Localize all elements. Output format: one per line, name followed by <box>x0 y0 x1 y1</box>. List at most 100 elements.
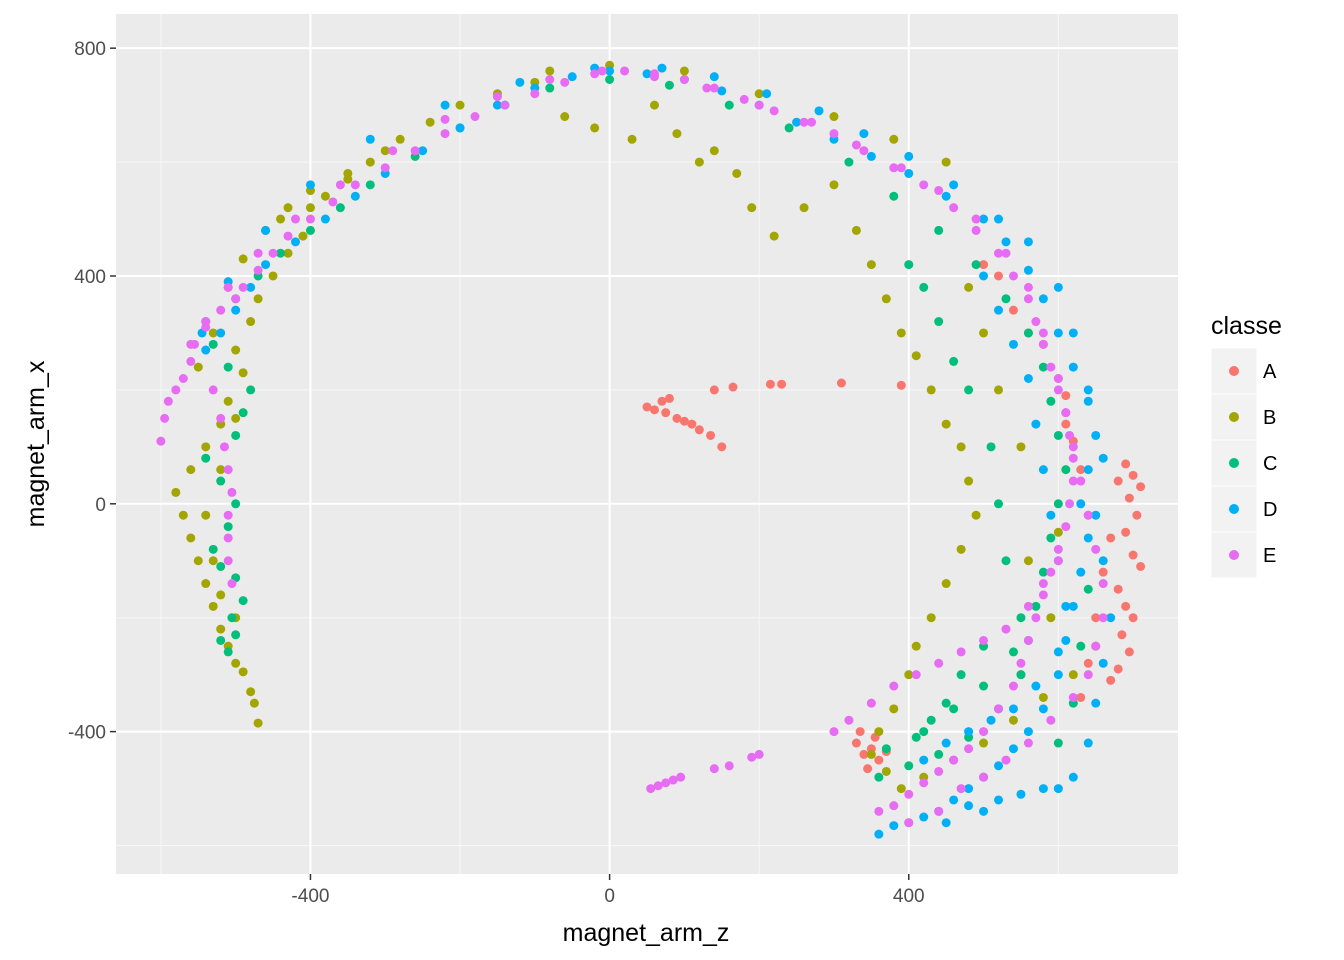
data-point-D <box>1053 784 1063 794</box>
data-point-A <box>1076 465 1086 475</box>
data-point-E <box>328 197 338 207</box>
data-point-B <box>201 510 211 520</box>
data-point-D <box>874 829 884 839</box>
data-point-D <box>1038 704 1048 714</box>
data-point-E <box>216 305 226 315</box>
data-point-E <box>747 752 757 762</box>
data-point-D <box>1053 328 1063 338</box>
data-point-D <box>1083 385 1093 395</box>
data-point-D <box>305 180 315 190</box>
data-point-E <box>492 92 502 102</box>
data-point-D <box>1038 465 1048 475</box>
data-point-A <box>709 385 719 395</box>
data-point-E <box>919 778 929 788</box>
data-point-D <box>889 821 899 831</box>
data-point-E <box>223 556 233 566</box>
data-point-D <box>979 806 989 816</box>
legend-label-D: D <box>1263 499 1277 521</box>
data-point-E <box>889 163 899 173</box>
data-point-D <box>1053 647 1063 657</box>
data-point-D <box>1053 670 1063 680</box>
data-point-C <box>1061 465 1071 475</box>
data-point-E <box>238 282 248 292</box>
data-point-E <box>724 761 734 771</box>
data-point-E <box>911 670 921 680</box>
data-point-C <box>545 83 555 93</box>
data-point-B <box>672 129 682 139</box>
data-point-A <box>1061 391 1071 401</box>
data-point-B <box>201 442 211 452</box>
data-point-E <box>949 203 959 213</box>
data-point-E <box>1023 282 1033 292</box>
data-point-D <box>941 191 951 201</box>
data-point-D <box>440 100 450 110</box>
x-axis-title: magnet_arm_z <box>563 919 730 947</box>
data-point-A <box>1113 476 1123 486</box>
data-point-B <box>186 465 196 475</box>
data-point-A <box>1083 658 1093 668</box>
data-point-E <box>866 698 876 708</box>
data-point-B <box>649 100 659 110</box>
data-point-B <box>238 254 248 264</box>
y-tick-label: -400 <box>68 723 106 744</box>
data-point-E <box>290 214 300 224</box>
data-point-B <box>881 766 891 776</box>
data-point-B <box>545 66 555 76</box>
data-point-C <box>941 698 951 708</box>
data-point-D <box>1001 237 1011 247</box>
data-point-A <box>1128 613 1138 623</box>
data-point-E <box>889 801 899 811</box>
data-point-A <box>851 738 861 748</box>
data-point-C <box>889 191 899 201</box>
data-point-E <box>350 180 360 190</box>
data-point-E <box>904 789 914 799</box>
data-point-B <box>231 413 241 423</box>
data-point-E <box>1053 544 1063 554</box>
data-point-B <box>926 613 936 623</box>
data-point-E <box>253 248 263 258</box>
data-point-E <box>653 781 663 791</box>
data-point-C <box>1038 362 1048 372</box>
data-point-D <box>866 151 876 161</box>
data-point-C <box>1001 294 1011 304</box>
data-point-D <box>1083 738 1093 748</box>
data-point-E <box>754 749 764 759</box>
legend: classe A B C D E <box>1210 312 1282 579</box>
data-point-D <box>904 168 914 178</box>
data-point-C <box>1046 533 1056 543</box>
data-point-D <box>1061 635 1071 645</box>
data-point-C <box>223 647 233 657</box>
data-point-B <box>866 749 876 759</box>
data-point-E <box>223 465 233 475</box>
data-point-B <box>956 442 966 452</box>
data-point-E <box>919 180 929 190</box>
data-point-E <box>219 442 229 452</box>
data-point-C <box>844 157 854 167</box>
data-point-B <box>380 146 390 156</box>
data-point-C <box>964 385 974 395</box>
data-point-B <box>799 203 809 213</box>
data-point-D <box>1008 704 1018 714</box>
data-point-D <box>1016 789 1026 799</box>
data-point-E <box>440 114 450 124</box>
data-point-D <box>994 305 1004 315</box>
data-point-E <box>829 129 839 139</box>
data-point-C <box>335 203 345 213</box>
data-point-E <box>380 163 390 173</box>
data-point-C <box>934 749 944 759</box>
data-point-E <box>1076 476 1086 486</box>
data-point-C <box>1053 738 1063 748</box>
data-point-E <box>156 436 166 446</box>
data-point-D <box>1068 772 1078 782</box>
data-point-B <box>627 134 637 144</box>
data-point-D <box>994 761 1004 771</box>
x-tick-label: 400 <box>893 886 925 907</box>
data-point-B <box>979 328 989 338</box>
data-point-D <box>365 134 375 144</box>
data-point-E <box>1053 556 1063 566</box>
data-point-D <box>1068 601 1078 611</box>
data-point-B <box>283 203 293 213</box>
y-tick-label: 400 <box>74 267 106 288</box>
data-point-C <box>223 362 233 372</box>
